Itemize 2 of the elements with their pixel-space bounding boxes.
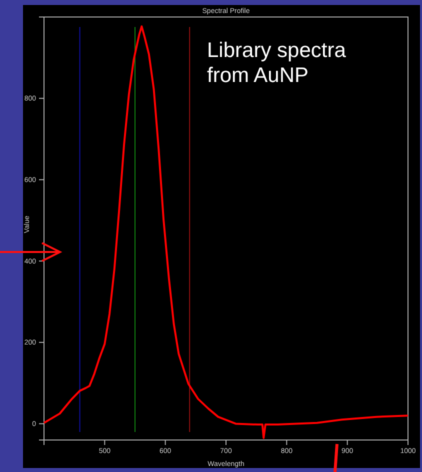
annotation: Library spectra from AuNP (207, 39, 346, 87)
line-series (43, 25, 409, 439)
